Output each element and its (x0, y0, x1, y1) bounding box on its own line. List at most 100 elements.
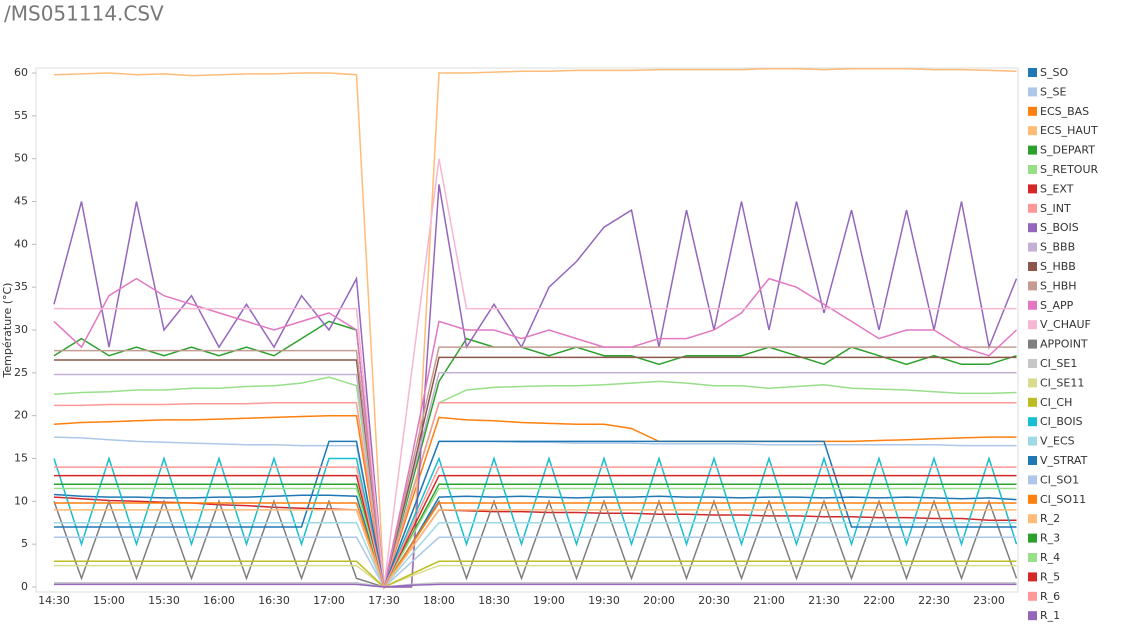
legend-swatch (1028, 223, 1037, 233)
x-tick-label: 17:30 (368, 594, 400, 607)
y-tick-label: 50 (14, 152, 28, 165)
series-line (54, 474, 1017, 590)
legend-label: APPOINT (1040, 338, 1088, 351)
series-line (54, 346, 1017, 588)
legend-label: S_APP (1040, 299, 1074, 312)
legend-label: CI_SO1 (1040, 473, 1079, 486)
legend-label: S_RETOUR (1040, 163, 1099, 176)
legend-label: R_3 (1040, 532, 1060, 545)
series-line (53, 493, 1017, 589)
legend-label: S_DEPART (1040, 144, 1095, 157)
legend-label: S_BOIS (1040, 221, 1079, 234)
legend-label: ECS_HAUT (1040, 124, 1098, 137)
x-tick-label: 19:30 (588, 594, 620, 607)
series-line (54, 502, 1017, 589)
legend-label: S_HBB (1040, 260, 1076, 273)
y-tick-label: 20 (14, 409, 28, 422)
y-tick-label: 40 (14, 237, 28, 250)
series-line (54, 372, 1017, 588)
legend-swatch (1028, 68, 1037, 77)
y-tick-label: 10 (14, 494, 28, 507)
legend-swatch (1028, 339, 1037, 349)
legend-swatch (1028, 456, 1037, 465)
legend-swatch (1028, 475, 1037, 485)
legend-swatch (1028, 126, 1037, 136)
x-tick-label: 22:00 (863, 594, 895, 607)
series-line (53, 320, 1017, 588)
y-tick-label: 55 (14, 109, 28, 122)
series-line (53, 67, 1017, 588)
legend-swatch (1028, 611, 1037, 621)
plot-frame (35, 67, 1019, 593)
series-line (53, 456, 1018, 590)
legend-swatch (1028, 494, 1037, 504)
series-line (54, 522, 1017, 589)
series-line (54, 402, 1017, 588)
legend-label: S_HBH (1040, 279, 1077, 292)
series-line (53, 496, 1017, 589)
legend-label: V_ECS (1040, 435, 1075, 448)
series-line (54, 487, 1017, 589)
legend-swatch (1028, 184, 1037, 194)
legend-label: V_CHAUF (1040, 318, 1091, 331)
legend-swatch (1028, 106, 1037, 116)
x-tick-label: 21:00 (753, 594, 785, 607)
y-axis-label: Température (°C) (1, 283, 14, 379)
x-tick-label: 20:00 (643, 594, 675, 607)
legend-swatch (1028, 397, 1037, 407)
x-tick-label: 18:30 (478, 594, 510, 607)
legend-swatch (1028, 300, 1037, 310)
legend-label: R_2 (1040, 512, 1060, 525)
y-tick-label: 5 (21, 537, 28, 550)
legend-label: S_SE (1040, 85, 1066, 98)
x-tick-label: 19:00 (533, 594, 565, 607)
x-tick-label: 23:00 (973, 594, 1005, 607)
legend-swatch (1028, 320, 1037, 330)
legend-swatch (1028, 359, 1037, 368)
legend-label: V_STRAT (1040, 454, 1088, 467)
y-tick-label: 0 (21, 580, 28, 593)
series-line (53, 277, 1018, 588)
series-line (54, 509, 1017, 589)
legend-swatch (1028, 262, 1037, 271)
series-line (54, 583, 1017, 588)
x-tick-label: 16:30 (258, 594, 290, 607)
legend-label: ECS_BAS (1040, 105, 1089, 118)
series-line (54, 564, 1017, 588)
legend-label: CI_BOIS (1040, 415, 1083, 428)
y-tick-label: 45 (14, 195, 28, 208)
legend-label: R_4 (1040, 551, 1060, 564)
legend-label: S_EXT (1040, 182, 1074, 195)
x-tick-label: 22:30 (918, 594, 950, 607)
x-tick-label: 20:30 (698, 594, 730, 607)
x-tick-label: 16:00 (203, 594, 235, 607)
series-line (54, 158, 1017, 588)
y-tick-label: 60 (14, 66, 28, 79)
legend-swatch (1028, 572, 1037, 582)
legend-label: CI_SE1 (1040, 357, 1077, 370)
series-line (53, 499, 1018, 588)
legend-label: R_1 (1040, 609, 1060, 622)
x-tick-label: 17:00 (313, 594, 345, 607)
legend-swatch (1028, 553, 1037, 562)
series-line (53, 376, 1017, 588)
legend-label: S_INT (1040, 202, 1071, 215)
legend-swatch (1028, 533, 1037, 543)
legend-swatch (1028, 378, 1037, 388)
legend-label: R_6 (1040, 590, 1060, 603)
legend-label: CI_SO11 (1040, 493, 1086, 506)
x-tick-label: 15:00 (93, 594, 125, 607)
y-tick-label: 35 (14, 280, 28, 293)
legend-swatch (1028, 591, 1037, 601)
series-line (54, 536, 1017, 589)
series-line (54, 483, 1017, 590)
series-line (54, 466, 1017, 590)
legend-swatch (1028, 436, 1037, 446)
legend-label: CI_SE11 (1040, 376, 1084, 389)
series-line (53, 184, 1018, 588)
legend-swatch (1028, 87, 1037, 97)
series-line (54, 440, 1017, 590)
legend-label: R_5 (1040, 570, 1060, 583)
